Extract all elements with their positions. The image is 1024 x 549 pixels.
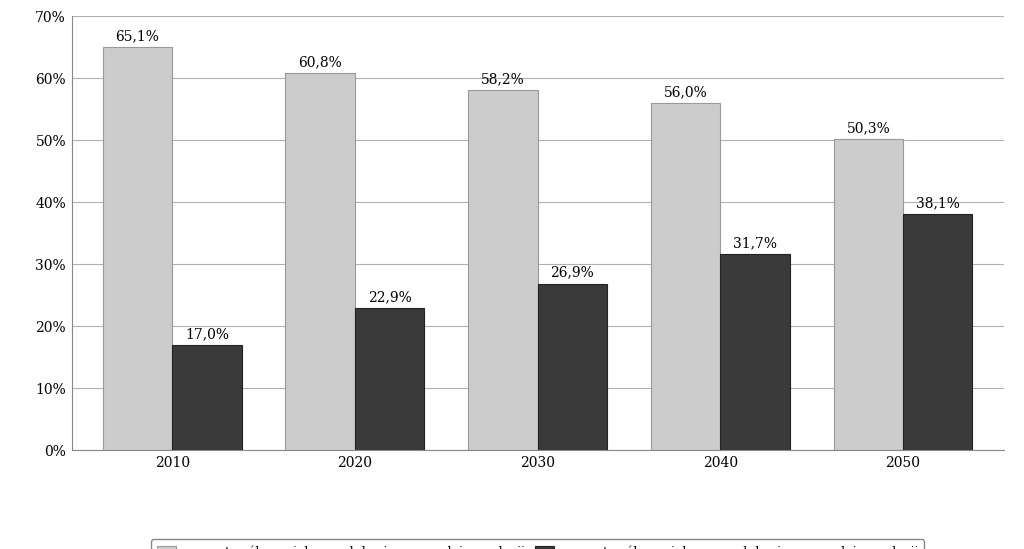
Text: 56,0%: 56,0% xyxy=(664,86,708,99)
Text: 38,1%: 38,1% xyxy=(915,197,959,210)
Text: 17,0%: 17,0% xyxy=(185,327,229,341)
Bar xyxy=(102,47,172,450)
Bar xyxy=(355,309,424,450)
Text: 22,9%: 22,9% xyxy=(368,290,412,305)
Text: 65,1%: 65,1% xyxy=(116,29,160,43)
Text: 26,9%: 26,9% xyxy=(551,266,594,280)
Bar xyxy=(468,89,538,450)
Bar xyxy=(538,283,607,450)
Bar xyxy=(286,74,355,450)
Text: 60,8%: 60,8% xyxy=(298,56,342,70)
Bar xyxy=(834,138,903,450)
Text: 31,7%: 31,7% xyxy=(733,236,777,250)
Bar xyxy=(903,214,973,450)
Bar xyxy=(172,345,242,450)
Text: 58,2%: 58,2% xyxy=(481,72,524,86)
Text: 50,3%: 50,3% xyxy=(847,121,890,135)
Legend: procent osób w wieku produkcyjnym w całej populacji, procent osób w wieku poprod: procent osób w wieku produkcyjnym w całe… xyxy=(151,539,925,549)
Bar xyxy=(720,254,790,450)
Bar xyxy=(651,103,720,450)
